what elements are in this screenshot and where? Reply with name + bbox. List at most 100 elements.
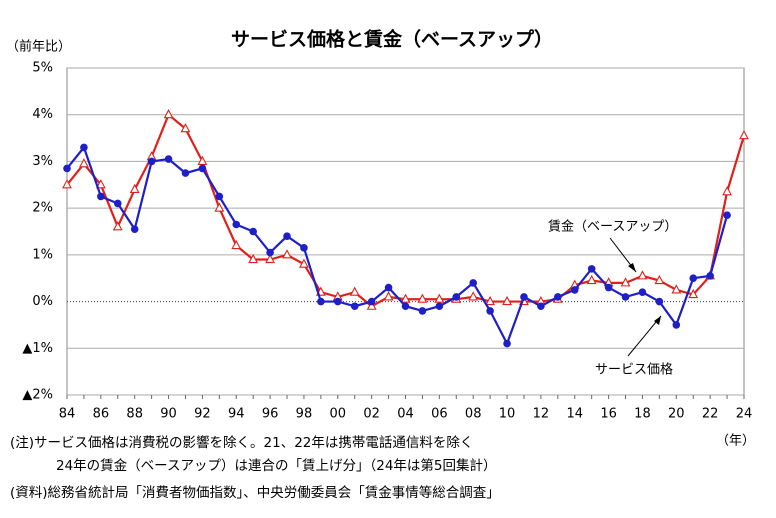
x-tick-label: 06 xyxy=(431,407,448,422)
series-label: サービス価格 xyxy=(595,362,673,378)
x-tick-label: 96 xyxy=(262,407,279,422)
arrow-head xyxy=(654,316,661,325)
x-tick-label: 90 xyxy=(160,407,177,422)
note: (注)サービス価格は消費税の影響を除く。21、22年は携帯電話通信料を除く xyxy=(10,434,473,451)
point xyxy=(452,293,461,301)
x-tick-label: 94 xyxy=(228,407,245,422)
x-axis-label: （年） xyxy=(716,434,755,449)
point xyxy=(723,211,731,219)
point xyxy=(503,339,511,348)
x-tick-label: 16 xyxy=(600,407,617,422)
point xyxy=(604,283,613,292)
arrow-head xyxy=(628,263,636,272)
point xyxy=(570,286,579,294)
point xyxy=(112,221,123,231)
point xyxy=(147,157,156,166)
point xyxy=(586,274,597,285)
x-tick-label: 92 xyxy=(194,407,211,422)
point xyxy=(722,186,732,196)
point xyxy=(417,293,428,303)
series-label: 賃金（ベースアップ） xyxy=(548,219,677,235)
point xyxy=(637,270,648,280)
point xyxy=(198,164,207,173)
point xyxy=(248,253,259,264)
point xyxy=(215,192,224,201)
point xyxy=(384,283,393,292)
point xyxy=(299,258,309,268)
point xyxy=(587,265,596,273)
point xyxy=(349,286,360,296)
point xyxy=(672,321,681,329)
x-tick-label: 22 xyxy=(702,407,719,422)
point xyxy=(97,192,105,201)
series-line xyxy=(66,145,729,347)
point xyxy=(113,199,122,208)
x-tick-label: 18 xyxy=(634,407,651,422)
point xyxy=(79,158,89,168)
point xyxy=(283,232,291,240)
x-tick-label: 24 xyxy=(736,407,753,422)
point xyxy=(367,297,376,306)
point xyxy=(62,179,72,189)
point xyxy=(620,277,631,287)
x-tick-label: 10 xyxy=(499,407,516,422)
y-tick-label: ▲2% xyxy=(22,388,53,403)
point xyxy=(350,302,359,311)
x-tick-label: 12 xyxy=(533,407,550,422)
x-tick-label: 98 xyxy=(296,407,313,422)
point xyxy=(180,123,191,133)
point xyxy=(706,272,714,280)
x-tick-label: 08 xyxy=(465,407,482,422)
point xyxy=(63,164,71,173)
point xyxy=(502,295,512,306)
point xyxy=(537,302,545,311)
x-tick-label: 04 xyxy=(397,407,414,422)
point xyxy=(129,183,140,194)
point xyxy=(655,297,664,306)
point xyxy=(214,202,225,212)
point xyxy=(130,225,139,233)
point xyxy=(232,220,241,229)
note: (資料)総務省統計局「消費者物価指数」、中央労働委員会「賃金事情等総合調査」 xyxy=(10,484,500,501)
point xyxy=(164,155,173,163)
point xyxy=(80,143,88,152)
y-tick-label: 3% xyxy=(32,154,53,169)
y-tick-label: 0% xyxy=(32,294,53,309)
chart-title: サービス価格と賃金（ベースアップ） xyxy=(231,28,553,51)
point xyxy=(163,109,174,119)
y-axis-label: （前年比） xyxy=(6,39,71,55)
x-tick-label: 20 xyxy=(668,407,685,422)
y-tick-label: ▲1% xyxy=(22,341,53,356)
point xyxy=(266,248,274,257)
point xyxy=(383,291,394,301)
point xyxy=(671,284,682,294)
point xyxy=(334,297,342,306)
point xyxy=(469,279,478,287)
point xyxy=(265,253,276,264)
point xyxy=(418,307,427,315)
point xyxy=(400,293,411,303)
point xyxy=(739,130,749,140)
point xyxy=(520,293,528,301)
y-tick-label: 5% xyxy=(32,61,53,76)
point xyxy=(401,302,410,311)
x-tick-label: 86 xyxy=(93,407,110,422)
point xyxy=(300,244,308,252)
point xyxy=(486,307,494,315)
point xyxy=(249,227,257,236)
y-tick-label: 4% xyxy=(32,107,53,122)
point xyxy=(688,288,699,299)
point xyxy=(554,293,562,301)
x-tick-label: 14 xyxy=(566,407,583,422)
point xyxy=(231,239,242,250)
point xyxy=(282,249,292,259)
point xyxy=(435,302,444,311)
x-tick-label: 88 xyxy=(126,407,143,422)
y-tick-label: 1% xyxy=(32,247,53,262)
point xyxy=(95,179,106,189)
point xyxy=(638,288,647,297)
point xyxy=(485,295,496,306)
x-tick-label: 00 xyxy=(330,407,347,422)
point xyxy=(181,169,190,177)
